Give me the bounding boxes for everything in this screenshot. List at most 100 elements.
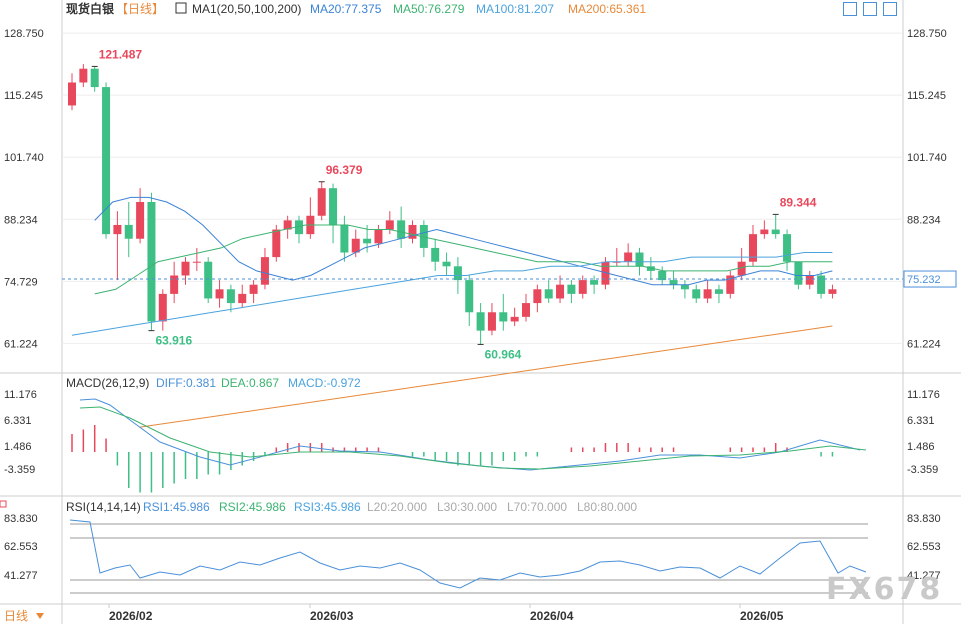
price-tick-left: 101.740 <box>4 152 44 164</box>
macd-tick-right: -3.359 <box>907 464 938 476</box>
macd-tick-right: 11.176 <box>907 389 940 401</box>
annotation-high2: 96.379 <box>326 163 363 177</box>
rsi-tick-right: 41.277 <box>907 570 941 582</box>
ma-value: MA100:81.207 <box>476 2 554 16</box>
rsi1-value: RSI1:45.986 <box>143 500 210 514</box>
candle-body <box>170 275 179 294</box>
rsi-settings-icon <box>0 500 7 508</box>
price-tick-right: 61.224 <box>907 338 941 350</box>
period-dropdown-icon <box>36 613 44 619</box>
ma-value: MA200:65.361 <box>568 2 646 16</box>
candle-body <box>714 289 723 294</box>
candle-body <box>453 266 462 281</box>
price-tick-left: 61.224 <box>4 338 38 350</box>
rsi-l70: L70:70.000 <box>507 500 567 514</box>
zoom-out-icon[interactable] <box>883 2 897 16</box>
chart-title: 现货白银 <box>66 1 115 16</box>
candle-body <box>760 229 769 235</box>
candle-body <box>204 261 213 299</box>
candle-body <box>635 252 644 267</box>
rsi3-value: RSI3:45.986 <box>294 500 361 514</box>
candle-body <box>295 220 303 235</box>
candle-body <box>385 220 394 230</box>
candle-body <box>487 312 496 331</box>
candle-body <box>556 284 565 299</box>
x-date-label: 2026/05 <box>740 609 784 623</box>
candle-body <box>624 252 633 262</box>
candle-body <box>124 224 133 239</box>
x-date-label: 2026/03 <box>310 609 354 623</box>
candle-body <box>601 261 610 285</box>
candle-body <box>68 82 76 106</box>
ma50-line <box>94 224 833 295</box>
candle-body <box>646 266 655 271</box>
candle-body <box>442 261 451 267</box>
candle-body <box>476 312 485 331</box>
candle-body <box>522 303 530 317</box>
macd-tick-left: -3.359 <box>4 464 35 476</box>
candle-body <box>113 224 122 235</box>
ma100-line <box>71 252 833 336</box>
candle-body <box>102 87 111 235</box>
macd-dea: DEA:0.867 <box>221 376 279 390</box>
candle-body <box>431 247 440 262</box>
price-tick-right: 88.234 <box>907 214 941 226</box>
candle-body <box>499 312 508 322</box>
candle-body <box>158 293 167 322</box>
price-tick-left: 115.245 <box>4 90 43 102</box>
current-price-tag <box>903 270 957 288</box>
macd-tick-right: 1.486 <box>907 441 935 453</box>
candle-body <box>749 234 757 262</box>
watermark: FX678 <box>826 572 943 607</box>
candle-body <box>533 289 542 304</box>
zoom-in-icon[interactable] <box>863 2 877 16</box>
macd-value: MACD:-0.972 <box>288 376 361 390</box>
candle-body <box>192 261 201 263</box>
price-tick-right: 128.750 <box>907 28 947 40</box>
macd-tick-left: 1.486 <box>4 441 32 453</box>
price-tick-left: 88.234 <box>4 214 38 226</box>
candle-body <box>805 275 814 285</box>
x-date-label: 2026/02 <box>109 609 153 623</box>
ma-value: MA50:76.279 <box>393 2 465 16</box>
rsi-tick-right: 83.830 <box>907 513 941 525</box>
candle-body <box>669 280 678 285</box>
crosshair-tool-icon[interactable] <box>843 2 857 16</box>
macd-label: MACD(26,12,9) <box>66 376 149 390</box>
rsi-tick-left: 62.553 <box>4 541 38 553</box>
candle-body <box>794 261 803 285</box>
candle-body <box>317 188 326 216</box>
candle-body <box>79 68 88 83</box>
candle-body <box>226 289 235 304</box>
candle-body <box>590 280 599 285</box>
rsi-l20: L20:20.000 <box>367 500 427 514</box>
candle-body <box>272 229 281 258</box>
candle-body <box>147 201 156 322</box>
candle-body <box>351 238 360 253</box>
annotation-high3: 89.344 <box>780 195 817 209</box>
candle-body <box>771 229 780 235</box>
candle-body <box>658 270 667 281</box>
candle-body <box>329 188 338 225</box>
candle-body <box>783 234 792 262</box>
ma200-line <box>140 325 833 428</box>
rsi-tick-left: 41.277 <box>4 570 38 582</box>
candle-body <box>397 220 406 239</box>
candle-body <box>726 275 735 294</box>
macd-tick-left: 11.176 <box>4 389 37 401</box>
price-tick-right: 115.245 <box>907 90 946 102</box>
candle-body <box>215 289 224 299</box>
candle-body <box>703 289 712 299</box>
candle-body <box>510 316 519 322</box>
candle-body <box>249 284 258 294</box>
candle-body <box>680 284 689 290</box>
candle-body <box>828 289 837 294</box>
rsi-tick-right: 62.553 <box>907 541 941 553</box>
rsi-l30: L30:30.000 <box>437 500 497 514</box>
annotation-low2: 60.964 <box>485 347 522 361</box>
rsi2-value: RSI2:45.986 <box>219 500 286 514</box>
candle-body <box>692 289 701 299</box>
rsi-line <box>69 519 867 589</box>
candle-body <box>817 275 826 294</box>
candle-body <box>567 284 576 294</box>
